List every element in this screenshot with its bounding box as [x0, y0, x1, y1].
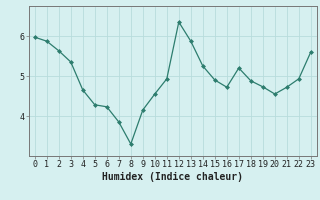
X-axis label: Humidex (Indice chaleur): Humidex (Indice chaleur)	[102, 172, 243, 182]
